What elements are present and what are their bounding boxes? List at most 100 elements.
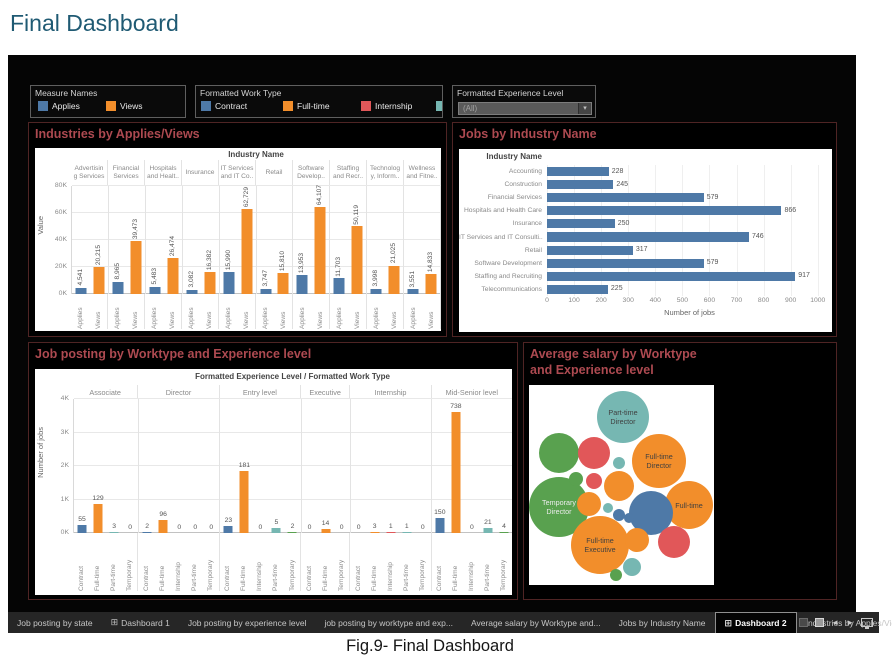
measure-axis-label-applies: Applies xyxy=(409,307,417,329)
bar-insurance[interactable] xyxy=(547,219,615,229)
column-header-hospitals-and-health: Hospitals and Healt.. xyxy=(145,160,182,186)
bar-temporary[interactable] xyxy=(287,531,297,533)
bar-full-time[interactable] xyxy=(93,503,103,533)
bar-accounting[interactable] xyxy=(547,167,609,177)
legend-swatch-red xyxy=(361,101,371,111)
bar-full-time[interactable] xyxy=(451,412,461,533)
bar-views[interactable] xyxy=(204,271,216,294)
legend-item-views[interactable]: Views xyxy=(106,101,143,111)
bar-staffing-and-recruiting[interactable] xyxy=(547,271,796,281)
bubble-mark-teal-2[interactable] xyxy=(603,503,613,513)
legend-item-internship[interactable]: Internship xyxy=(361,101,412,111)
bar-full-time[interactable] xyxy=(239,471,249,533)
bar-it-services-and-it-consulti[interactable] xyxy=(547,232,749,242)
bar-track: 917 xyxy=(547,270,832,283)
dashboard-grid-icon: ⊞ xyxy=(110,617,119,627)
x-tick-900: 900 xyxy=(785,296,797,304)
work-type-axis-label-part-time: Part-time xyxy=(272,564,280,591)
bar-telecommunications[interactable] xyxy=(547,284,608,294)
tab-job-posting-by-experience-level[interactable]: Job posting by experience level xyxy=(179,612,316,633)
bar-applies[interactable] xyxy=(370,288,382,294)
bar-views[interactable] xyxy=(388,265,400,294)
tab-job-posting-by-state[interactable]: Job posting by state xyxy=(8,612,102,633)
bar-contract[interactable] xyxy=(223,526,233,533)
bar-part-time[interactable] xyxy=(402,532,412,533)
experience-level-dropdown[interactable]: (All) ▾ xyxy=(458,102,592,115)
bar-applies[interactable] xyxy=(75,287,87,294)
measure-label-pair: Applies Views xyxy=(367,294,404,329)
bar-contract[interactable] xyxy=(142,532,152,533)
bar-software-development[interactable] xyxy=(547,258,704,268)
bubble-full-time[interactable]: Full-time xyxy=(665,481,713,529)
work-type-axis-label-part-time: Part-time xyxy=(191,564,199,591)
show-tabs-icon[interactable] xyxy=(815,618,825,627)
bubble-full-time-director[interactable]: Full-time Director xyxy=(632,434,686,488)
bar-views[interactable] xyxy=(277,272,289,294)
bar-applies[interactable] xyxy=(333,278,345,294)
x-tick-400: 400 xyxy=(649,296,661,304)
tab-dashboard-2[interactable]: ⊞ Dashboard 2 xyxy=(714,612,797,633)
bubble-mark-teal-3[interactable] xyxy=(623,558,641,576)
bar-contract[interactable] xyxy=(435,517,445,533)
legend-items: Contract Full-time Internship xyxy=(196,101,442,117)
bubble-mark-green-3[interactable] xyxy=(610,569,622,581)
bubble-mark-green-1[interactable] xyxy=(539,433,579,473)
bar-value-label: 5,483 xyxy=(150,268,158,285)
bar-views[interactable] xyxy=(130,240,142,294)
show-filmstrip-icon[interactable] xyxy=(799,618,809,627)
bar-hospitals-and-health-care[interactable] xyxy=(547,206,782,216)
scroll-tabs-right-icon[interactable]: ► xyxy=(846,617,854,627)
bubble-mark-blue-3[interactable] xyxy=(624,513,634,523)
bubble-mark-teal-1[interactable] xyxy=(613,457,625,469)
bar-applies[interactable] xyxy=(186,289,198,294)
legend-item-contract[interactable]: Contract xyxy=(201,101,247,111)
tab-jobs-by-industry-name[interactable]: Jobs by Industry Name xyxy=(610,612,715,633)
bubble-mark-orange-1[interactable] xyxy=(604,471,634,501)
bar-applies[interactable] xyxy=(223,272,235,294)
bubble-mark-green-2[interactable] xyxy=(569,472,583,486)
tab-dashboard-1[interactable]: ⊞ Dashboard 1 xyxy=(102,612,179,633)
bar-views[interactable] xyxy=(351,226,363,294)
bar-applies[interactable] xyxy=(296,275,308,294)
bar-views[interactable] xyxy=(167,258,179,294)
bar-views[interactable] xyxy=(93,266,105,294)
tab-average-salary-by-worktype-and[interactable]: Average salary by Worktype and... xyxy=(462,612,610,633)
bar-retail[interactable] xyxy=(547,245,633,255)
bar-full-time[interactable] xyxy=(158,519,168,533)
tab-job-posting-by-worktype-and-exp[interactable]: job posting by worktype and exp... xyxy=(315,612,462,633)
bar-views[interactable] xyxy=(425,273,437,294)
bar-views[interactable] xyxy=(314,207,326,294)
bar-applies[interactable] xyxy=(260,288,271,294)
scroll-tabs-left-icon[interactable]: ◄ xyxy=(831,617,840,627)
bar-financial-services[interactable] xyxy=(547,193,704,203)
bar-part-time[interactable] xyxy=(483,527,493,533)
bubble-mark-blue-2[interactable] xyxy=(613,509,625,521)
bar-views[interactable] xyxy=(241,209,253,294)
bubble-part-time-director[interactable]: Part-time Director xyxy=(597,391,649,443)
bar-contract[interactable] xyxy=(77,524,87,533)
bar-value-label: 21 xyxy=(484,518,492,526)
legend-item-full-time[interactable]: Full-time xyxy=(283,101,330,111)
bar-temporary[interactable] xyxy=(499,531,509,533)
legend-item-applies[interactable]: Applies xyxy=(38,101,80,111)
bar-applies[interactable] xyxy=(149,286,161,294)
bar-part-time[interactable] xyxy=(271,527,281,533)
bubble-mark-red-2[interactable] xyxy=(586,473,602,489)
bar-full-time[interactable] xyxy=(370,531,380,533)
bar-internship[interactable] xyxy=(386,532,396,533)
bar-construction[interactable] xyxy=(547,180,614,190)
bar-full-time[interactable] xyxy=(321,529,331,533)
bar-applies[interactable] xyxy=(112,281,124,294)
bubble-mark-orange-2[interactable] xyxy=(577,492,601,516)
presentation-mode-icon[interactable] xyxy=(861,618,873,629)
tab-industries-by-apples-views[interactable]: Industries by Apples/Views xyxy=(797,612,892,633)
chevron-down-icon[interactable]: ▾ xyxy=(578,103,591,114)
bubble-mark-red-1[interactable] xyxy=(578,437,610,469)
bar-part-time[interactable] xyxy=(109,532,119,533)
bubble-mark-red-3[interactable] xyxy=(658,526,690,558)
bubble-mark-orange-3[interactable] xyxy=(625,528,649,552)
bubble-full-time-executive[interactable]: Full-time Executive xyxy=(571,516,629,574)
gridlines xyxy=(547,165,832,296)
legend-item-item[interactable] xyxy=(436,101,442,111)
bar-applies[interactable] xyxy=(407,289,419,294)
